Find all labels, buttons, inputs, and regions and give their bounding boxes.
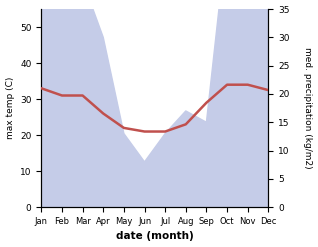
Y-axis label: max temp (C): max temp (C) [5,77,15,139]
X-axis label: date (month): date (month) [116,231,194,242]
Y-axis label: med. precipitation (kg/m2): med. precipitation (kg/m2) [303,47,313,169]
